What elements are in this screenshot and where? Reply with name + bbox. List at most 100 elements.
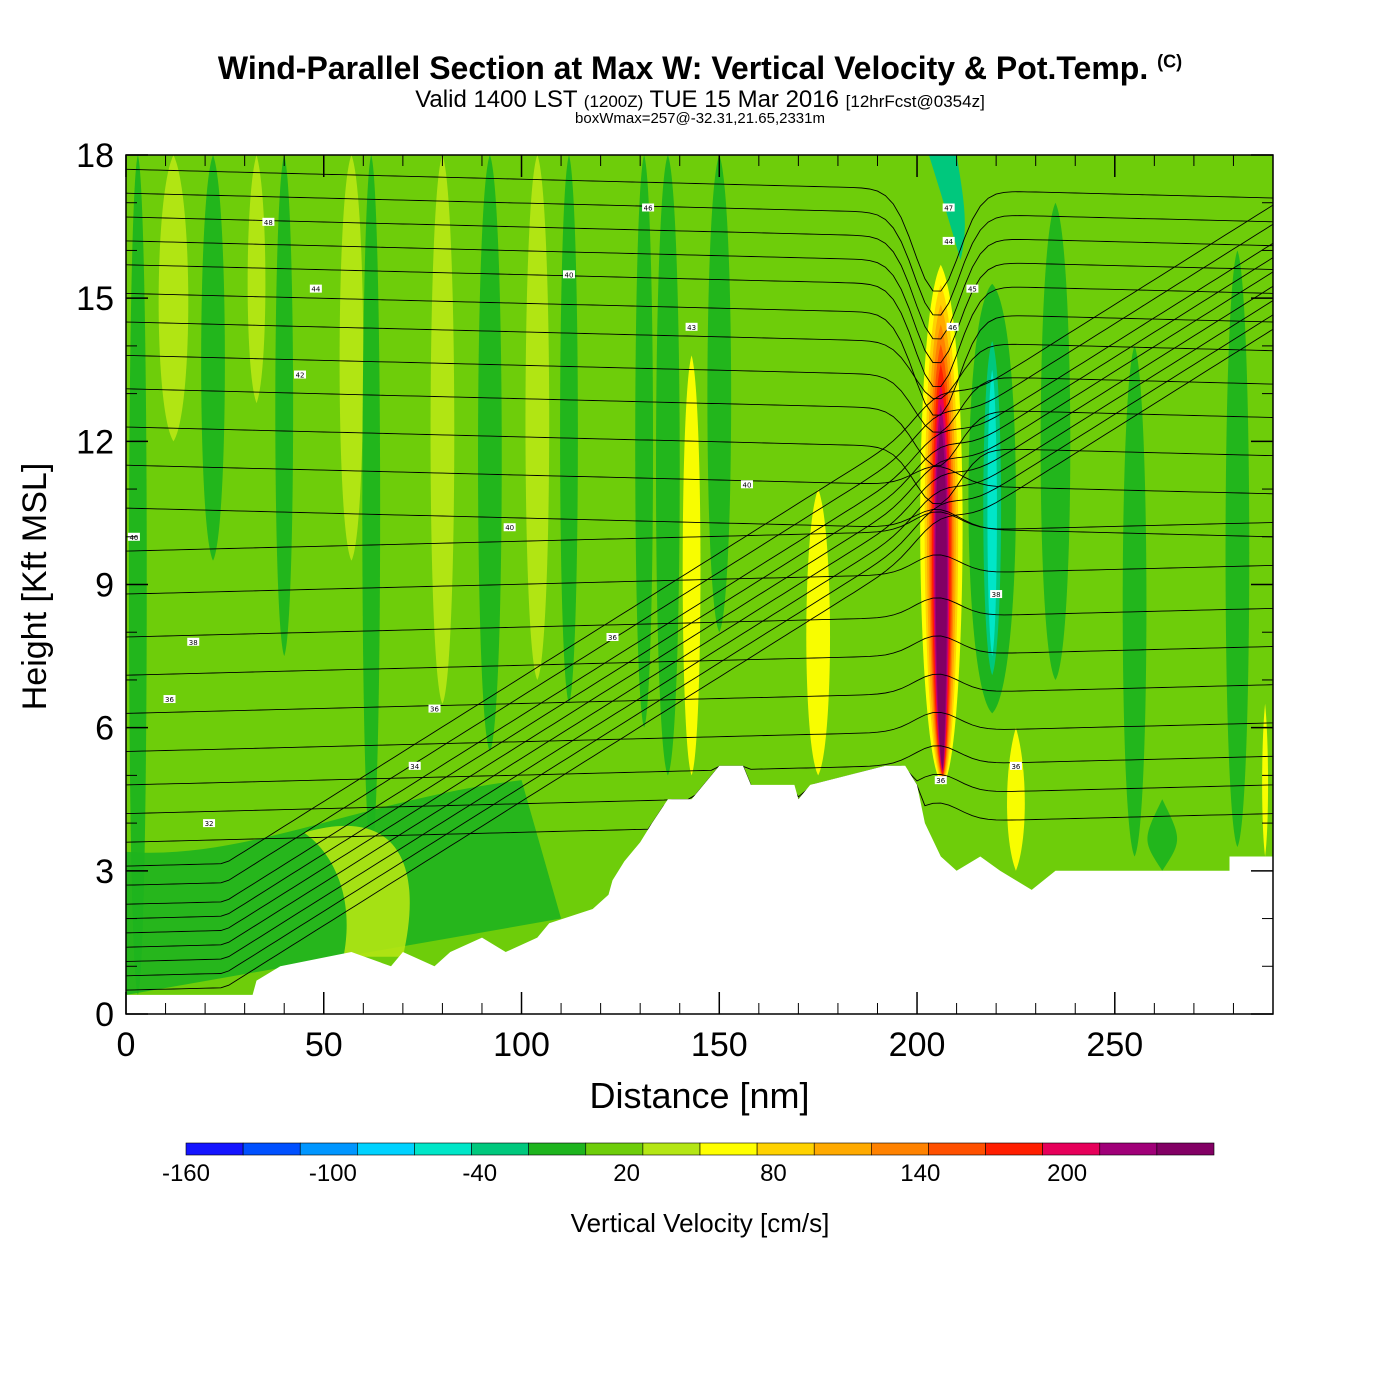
y-tick-label: 3 <box>95 853 114 891</box>
theta-label: 46 <box>948 324 957 332</box>
colorbar-swatch <box>813 1142 872 1156</box>
theta-contour <box>126 292 1273 416</box>
theta-contour <box>126 388 1273 467</box>
theta-contour <box>126 507 1273 538</box>
theta-label: 43 <box>687 324 696 332</box>
theta-label-layer: 48 44 42 40 46 43 40 40 40 38 36 36 36 34 32 47 44 45 46 38… <box>127 203 1022 828</box>
theta-label: 44 <box>311 286 320 294</box>
theta-label-bg <box>942 203 955 212</box>
x-tick-label: 150 <box>691 1026 748 1064</box>
x-tick-label: 100 <box>493 1026 550 1064</box>
valid-date: TUE 15 Mar 2016 <box>649 86 839 113</box>
theta-contour <box>126 745 1273 786</box>
theta-label: 36 <box>608 634 617 642</box>
velocity-streak <box>1147 799 1178 871</box>
velocity-streak <box>275 155 294 657</box>
title-main: Wind-Parallel Section at Max W: Vertical… <box>217 50 1149 86</box>
velocity-streak <box>478 155 502 752</box>
theta-label: 40 <box>505 524 514 532</box>
theta-label: 42 <box>296 372 305 380</box>
colorbar-swatch <box>985 1142 1043 1156</box>
theta-label-bg <box>262 217 275 226</box>
theta-contour <box>126 216 1273 340</box>
colorbar-label: Vertical Velocity [cm/s] <box>571 1208 830 1238</box>
theta-label: 36 <box>1011 763 1020 771</box>
velocity-streak <box>560 155 578 704</box>
theta-contour <box>126 168 1273 292</box>
theta-contour <box>126 321 1273 400</box>
theta-contour <box>126 271 1273 934</box>
theta-label: 40 <box>565 271 574 279</box>
theta-contour <box>126 314 1273 977</box>
theta-contour <box>126 192 1273 316</box>
theta-label-bg <box>294 370 307 379</box>
theta-label: 40 <box>743 481 752 489</box>
theta-contour <box>126 285 1273 948</box>
theta-contour <box>126 635 1273 676</box>
x-tick-label: 200 <box>889 1026 946 1064</box>
theta-contour <box>126 223 1273 886</box>
theta-label: 48 <box>264 219 273 227</box>
theta-label-bg <box>503 523 516 532</box>
theta-contour <box>126 426 1273 505</box>
theta-contour <box>126 204 1273 867</box>
y-tick-label: 15 <box>76 280 114 318</box>
theta-contour <box>126 554 1273 595</box>
theta-label-bg <box>203 819 216 828</box>
y-tick-label: 9 <box>95 567 114 605</box>
colorbar-swatch <box>871 1142 929 1156</box>
colorbar-swatch <box>414 1142 472 1156</box>
velocity-streak <box>1040 202 1071 680</box>
colorbar-swatch <box>756 1142 815 1156</box>
theta-label: 40 <box>129 534 138 542</box>
theta-contour <box>126 711 1273 752</box>
colorbar-tick-label: 80 <box>760 1160 787 1187</box>
theta-label-bg <box>309 284 322 293</box>
theta-contour <box>126 511 1273 552</box>
colorbar-tick-label: -160 <box>162 1160 210 1187</box>
theta-label-bg <box>163 695 176 704</box>
theta-label-bg <box>934 776 947 785</box>
theta-label-bg <box>606 632 619 641</box>
velocity-streak <box>247 155 266 404</box>
colorbar-swatch <box>299 1142 358 1156</box>
theta-label-bg <box>1009 761 1022 770</box>
velocity-streak <box>158 155 189 442</box>
theta-label-bg <box>187 637 200 646</box>
theta-contour <box>126 597 1273 638</box>
theta-label-bg <box>942 236 955 245</box>
theta-label: 44 <box>944 238 953 246</box>
valid-utc: (1200Z) <box>583 92 644 111</box>
copyright-mark: (C) <box>1157 51 1183 72</box>
theta-label: 36 <box>936 777 945 785</box>
colorbar-tick-label: -100 <box>309 1160 357 1187</box>
theta-label: 32 <box>205 820 214 828</box>
theta-label-bg <box>562 270 575 279</box>
theta-label: 45 <box>968 286 977 294</box>
colorbar-swatch <box>528 1142 587 1156</box>
x-axis-label: Distance [nm] <box>589 1075 809 1116</box>
theta-label-bg <box>740 480 753 489</box>
y-axis-label: Height [Kft MSL] <box>16 463 54 711</box>
colorbar-swatch <box>585 1142 644 1156</box>
colorbar-swatch <box>1099 1142 1158 1156</box>
theta-contour <box>126 257 1273 920</box>
velocity-streak <box>682 355 701 776</box>
theta-contour <box>126 242 1273 905</box>
theta-contour <box>126 464 1273 495</box>
theta-label-bg <box>685 322 698 331</box>
theta-label-bg <box>642 203 655 212</box>
x-tick-label: 50 <box>305 1026 343 1064</box>
colorbar-swatch <box>357 1142 415 1156</box>
theta-contour-layer <box>126 168 1273 991</box>
downdraft-contour <box>987 369 997 657</box>
theta-label-bg <box>990 590 1003 599</box>
colorbar-swatch <box>1156 1142 1215 1156</box>
velocity-streak <box>806 489 831 776</box>
theta-label-bg <box>408 761 421 770</box>
colorbar-swatch <box>699 1142 758 1156</box>
updraft-contour <box>938 483 945 764</box>
velocity-streak <box>339 155 364 561</box>
velocity-streak <box>1262 703 1269 857</box>
colorbar-layer: -160 -100 -40 20 80 140 200 Vertical Velocity [… <box>162 1142 1215 1238</box>
